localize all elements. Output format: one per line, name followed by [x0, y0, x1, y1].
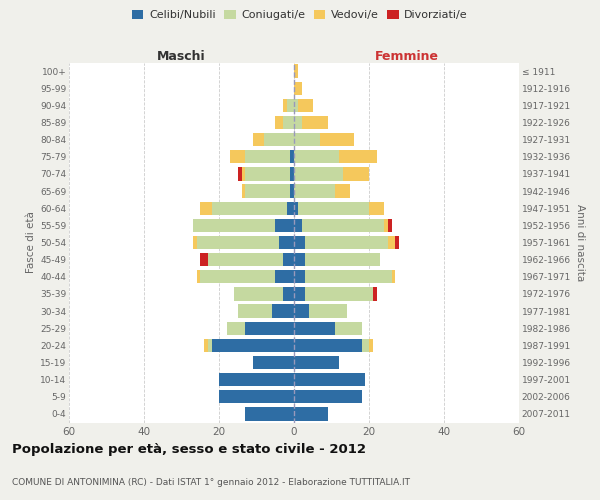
- Bar: [294, 338, 361, 352]
- Bar: [227, 322, 245, 335]
- Bar: [294, 82, 302, 95]
- Bar: [193, 218, 275, 232]
- Bar: [294, 218, 302, 232]
- Bar: [294, 167, 343, 180]
- Bar: [294, 356, 339, 369]
- Bar: [234, 287, 283, 300]
- Bar: [309, 304, 347, 318]
- Bar: [275, 270, 294, 283]
- Bar: [392, 270, 395, 283]
- Bar: [197, 236, 279, 249]
- Text: Maschi: Maschi: [157, 50, 206, 62]
- Bar: [287, 202, 294, 215]
- Bar: [302, 116, 328, 129]
- Bar: [294, 133, 320, 146]
- Bar: [283, 253, 294, 266]
- Bar: [294, 150, 339, 164]
- Bar: [305, 270, 392, 283]
- Bar: [279, 236, 294, 249]
- Bar: [200, 202, 212, 215]
- Text: Popolazione per età, sesso e stato civile - 2012: Popolazione per età, sesso e stato civil…: [12, 442, 366, 456]
- Bar: [294, 304, 309, 318]
- Bar: [305, 253, 380, 266]
- Bar: [283, 98, 287, 112]
- Bar: [395, 236, 399, 249]
- Bar: [369, 202, 384, 215]
- Text: Femmine: Femmine: [374, 50, 439, 62]
- Bar: [388, 236, 395, 249]
- Bar: [343, 167, 369, 180]
- Bar: [275, 116, 283, 129]
- Bar: [241, 184, 245, 198]
- Bar: [339, 150, 377, 164]
- Bar: [208, 253, 283, 266]
- Bar: [253, 356, 294, 369]
- Bar: [208, 338, 212, 352]
- Bar: [294, 236, 305, 249]
- Bar: [200, 270, 275, 283]
- Bar: [361, 338, 369, 352]
- Bar: [294, 287, 305, 300]
- Bar: [253, 133, 264, 146]
- Bar: [298, 202, 369, 215]
- Bar: [219, 373, 294, 386]
- Bar: [200, 253, 208, 266]
- Bar: [290, 184, 294, 198]
- Bar: [287, 98, 294, 112]
- Bar: [245, 184, 290, 198]
- Bar: [294, 116, 302, 129]
- Bar: [275, 218, 294, 232]
- Bar: [283, 287, 294, 300]
- Bar: [212, 338, 294, 352]
- Bar: [238, 167, 241, 180]
- Bar: [230, 150, 245, 164]
- Bar: [294, 390, 361, 404]
- Legend: Celibi/Nubili, Coniugati/e, Vedovi/e, Divorziati/e: Celibi/Nubili, Coniugati/e, Vedovi/e, Di…: [128, 6, 472, 25]
- Bar: [245, 322, 294, 335]
- Bar: [294, 373, 365, 386]
- Bar: [335, 322, 361, 335]
- Bar: [245, 407, 294, 420]
- Bar: [294, 407, 328, 420]
- Bar: [294, 64, 298, 78]
- Bar: [294, 98, 298, 112]
- Bar: [283, 116, 294, 129]
- Bar: [290, 150, 294, 164]
- Bar: [388, 218, 392, 232]
- Bar: [373, 287, 377, 300]
- Bar: [238, 304, 271, 318]
- Bar: [193, 236, 197, 249]
- Text: COMUNE DI ANTONIMINA (RC) - Dati ISTAT 1° gennaio 2012 - Elaborazione TUTTITALIA: COMUNE DI ANTONIMINA (RC) - Dati ISTAT 1…: [12, 478, 410, 487]
- Bar: [212, 202, 287, 215]
- Bar: [271, 304, 294, 318]
- Bar: [302, 218, 384, 232]
- Bar: [320, 133, 354, 146]
- Y-axis label: Fasce di età: Fasce di età: [26, 212, 36, 274]
- Bar: [294, 253, 305, 266]
- Bar: [294, 184, 335, 198]
- Bar: [264, 133, 294, 146]
- Y-axis label: Anni di nascita: Anni di nascita: [575, 204, 585, 281]
- Bar: [305, 236, 388, 249]
- Bar: [298, 98, 313, 112]
- Bar: [369, 338, 373, 352]
- Bar: [294, 202, 298, 215]
- Bar: [245, 167, 290, 180]
- Bar: [204, 338, 208, 352]
- Bar: [241, 167, 245, 180]
- Bar: [294, 270, 305, 283]
- Bar: [305, 287, 373, 300]
- Bar: [294, 322, 335, 335]
- Bar: [335, 184, 350, 198]
- Bar: [384, 218, 388, 232]
- Bar: [197, 270, 200, 283]
- Bar: [245, 150, 290, 164]
- Bar: [290, 167, 294, 180]
- Bar: [219, 390, 294, 404]
